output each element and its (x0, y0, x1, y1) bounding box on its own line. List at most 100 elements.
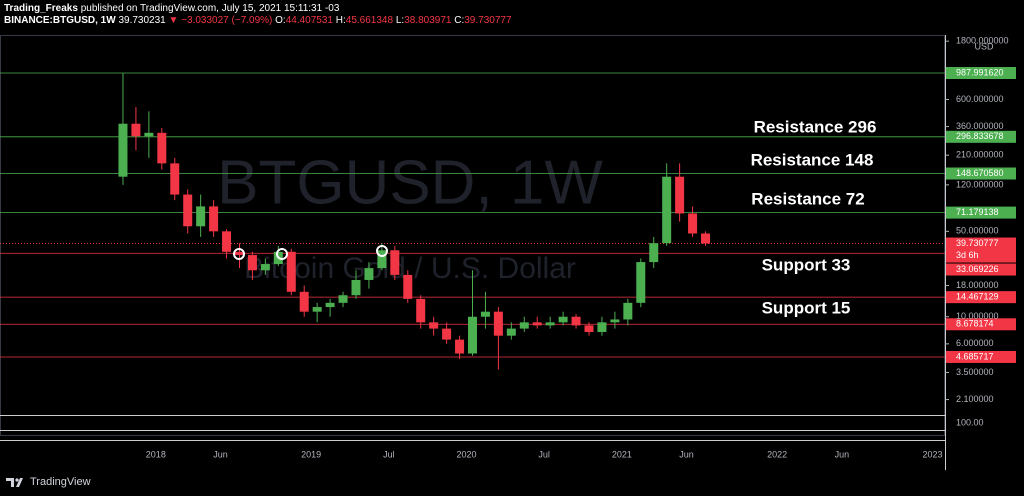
y-tick-label: 1800.000000 (956, 36, 1009, 46)
candle-body (234, 251, 244, 256)
level-label: 33.069226 (956, 264, 999, 274)
candle-body (286, 251, 296, 292)
high: 45.661348 (345, 15, 394, 26)
h-label: H: (335, 15, 346, 26)
candle-body (299, 291, 309, 312)
candle-body (688, 213, 698, 234)
y-tick-label: 3.500000 (956, 367, 994, 377)
candle-body (493, 311, 503, 336)
candle-body (623, 302, 633, 320)
candle-body (157, 132, 167, 164)
candle-body (558, 316, 568, 323)
candle-body (480, 311, 490, 317)
level-label: 4.685717 (956, 351, 994, 361)
candle-body (455, 339, 465, 354)
header: Trading_Freaks published on TradingView.… (4, 3, 512, 27)
candle-body (649, 243, 659, 263)
x-tick-label: Jun (213, 449, 228, 459)
candle-body (118, 123, 128, 177)
x-tick-label: 2021 (612, 449, 632, 459)
y-tick-label: 6.000000 (956, 338, 994, 348)
x-tick-label: 2018 (146, 449, 166, 459)
y-tick-label: 600.000000 (956, 94, 1004, 104)
candle-body (468, 316, 477, 354)
candle-body (183, 194, 193, 227)
candle-body (532, 322, 542, 326)
publisher: Trading_Freaks (4, 3, 78, 14)
annotation: Support 15 (762, 298, 851, 317)
l-label: L: (395, 15, 405, 26)
candle-body (701, 233, 711, 244)
x-tick-label: Jul (538, 449, 550, 459)
countdown: 3d 6h (956, 250, 979, 260)
candle-body (390, 250, 400, 275)
o-label: O: (275, 15, 286, 26)
marker-group (233, 245, 388, 260)
candle-body (209, 206, 219, 232)
candle-body (675, 176, 685, 214)
candle-body (610, 319, 620, 323)
candle-body (196, 206, 206, 227)
marker (233, 248, 245, 260)
x-axis: 2018 Jun 2019 Jul 2020 Jul 2021 Jun 2022 Jun 2023 (146, 449, 943, 459)
candle-body (519, 322, 529, 329)
brand: TradingView (30, 476, 91, 488)
x-tick-label: 2023 (923, 449, 943, 459)
candle-body (416, 298, 426, 323)
candle-body (571, 316, 581, 326)
annotation: Resistance 296 (754, 117, 877, 136)
candle-body (636, 262, 646, 303)
candle-body (260, 264, 270, 271)
candle-body (325, 302, 335, 308)
watermark-title: BTGUSD, 1W (217, 148, 603, 217)
level-box (946, 291, 1016, 304)
candle-body (222, 231, 232, 252)
last-price-label: 39.730777 (956, 238, 999, 248)
y-tick-label: 10.000000 (956, 311, 999, 321)
volume-axis-label: 100.00 (956, 417, 984, 427)
candle-body (545, 322, 555, 326)
level-box (946, 263, 1016, 276)
level-box (946, 167, 1016, 180)
candle-body (351, 279, 361, 296)
currency: USD (974, 41, 994, 51)
candle-body (429, 322, 439, 329)
candle-body (247, 255, 257, 271)
annotation: Support 33 (762, 255, 851, 274)
low: 38.803971 (404, 15, 452, 26)
x-tick-label: Jun (835, 449, 850, 459)
close: 39.730777 (464, 15, 512, 26)
candle-body (403, 274, 413, 299)
marker (276, 248, 288, 260)
level-label: 14.467129 (956, 292, 999, 302)
level-label: 148.670580 (956, 168, 1004, 178)
c-label: C: (454, 15, 465, 26)
open: 44.407531 (285, 15, 333, 26)
annotation: Resistance 72 (751, 189, 864, 208)
x-tick-label: 2020 (456, 449, 476, 459)
last-price-box (946, 237, 1016, 263)
candle-body (338, 295, 348, 303)
candle-body (584, 325, 594, 333)
change: ▼ −3.033027 (−7.09%) (168, 15, 273, 26)
annotation: Resistance 148 (751, 150, 874, 169)
candle-body (144, 132, 154, 137)
x-tick-label: Jun (679, 449, 694, 459)
candle-body (442, 328, 452, 340)
level-box (946, 318, 1016, 331)
level-box (946, 130, 1016, 143)
marker (376, 245, 388, 257)
y-tick-label: 210.000000 (956, 150, 1004, 160)
last: 39.730231 (118, 15, 166, 26)
level-box (946, 206, 1016, 219)
candle-body (364, 268, 374, 280)
y-tick-label: 18.000000 (956, 280, 999, 290)
candle-body (312, 307, 322, 312)
candle-body (131, 123, 141, 137)
symbol: BINANCE:BTGUSD, 1W (4, 15, 116, 26)
candle-body (662, 176, 672, 244)
y-tick-label: 50.000000 (956, 226, 999, 236)
x-tick-label: Jul (383, 449, 395, 459)
y-tick-label: 2.100000 (956, 394, 994, 404)
